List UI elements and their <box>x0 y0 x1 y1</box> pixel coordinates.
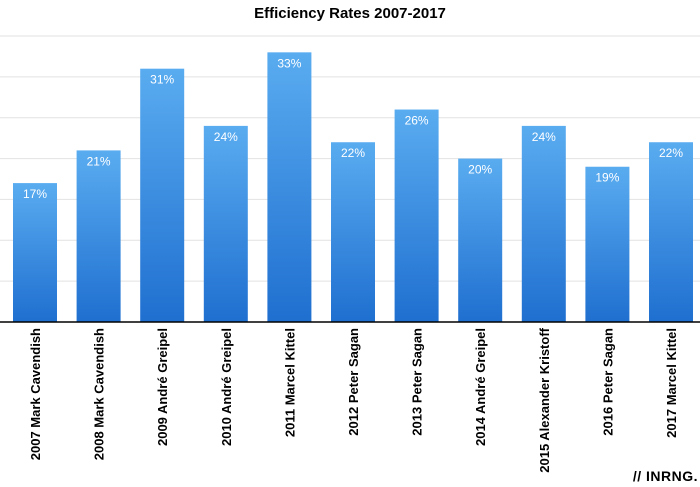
bar <box>331 142 375 322</box>
bar-value-label: 33% <box>277 56 301 70</box>
bar-value-label: 22% <box>659 146 683 160</box>
x-tick-label: 2014 André Greipel <box>473 328 488 446</box>
bar-value-label: 21% <box>87 154 111 168</box>
bar-value-label: 31% <box>150 73 174 87</box>
bar-value-label: 19% <box>595 171 619 185</box>
inrng-watermark: // INRNG. <box>632 468 698 484</box>
x-tick-label: 2016 Peter Sagan <box>600 328 615 436</box>
x-tick-label: 2008 Mark Cavendish <box>92 328 107 460</box>
bar-value-label: 22% <box>341 146 365 160</box>
x-tick-label: 2007 Mark Cavendish <box>28 328 43 460</box>
bar-value-label: 24% <box>532 130 556 144</box>
bar <box>394 109 439 323</box>
bar <box>140 68 185 322</box>
bar <box>267 52 312 322</box>
bar <box>203 125 248 322</box>
x-tick-label: 2010 André Greipel <box>219 328 234 446</box>
bar-value-label: 17% <box>23 187 47 201</box>
bar <box>521 125 566 322</box>
x-tick-label: 2015 Alexander Kristoff <box>537 327 552 472</box>
x-tick-label: 2013 Peter Sagan <box>410 328 425 436</box>
x-tick-label: 2017 Marcel Kittel <box>664 328 679 438</box>
bars <box>13 52 693 323</box>
x-tick-label: 2012 Peter Sagan <box>346 328 361 436</box>
x-tick-label: 2009 André Greipel <box>155 328 170 446</box>
bar-value-label: 26% <box>405 114 429 128</box>
bar-value-label: 20% <box>468 163 492 177</box>
bar <box>649 142 693 322</box>
bar <box>585 166 630 322</box>
bar <box>458 158 503 322</box>
bar <box>13 183 57 322</box>
x-tick-labels: 2007 Mark Cavendish 2008 Mark Cavendish 20… <box>28 327 679 472</box>
x-tick-label: 2011 Marcel Kittel <box>282 328 297 437</box>
chart-title: Efficiency Rates 2007-2017 <box>254 5 446 22</box>
data-labels: 17% 21% 31% 24% 33% 22% 26% 20% 24% 19% 22% <box>23 56 683 201</box>
bar <box>76 150 121 322</box>
bar-value-label: 24% <box>214 130 238 144</box>
